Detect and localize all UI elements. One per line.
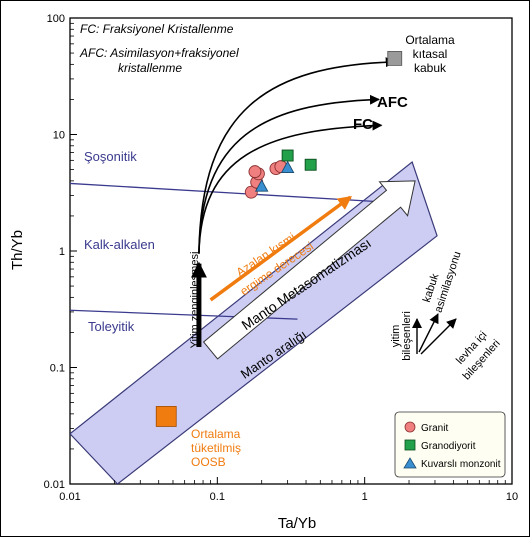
legend: Granit Granodiyorit Kuvarslı monzonit [394, 411, 506, 478]
melting-degree-arrow [209, 195, 352, 302]
component-vectors [412, 313, 457, 355]
kuvarsl-monzonit-point-1 [254, 179, 269, 192]
mantle-metasomatism-arrow [202, 180, 416, 360]
avg-crust-label-1: Ortalama [405, 33, 455, 47]
avg-oosb-label-3: OOSB [191, 455, 226, 469]
y-tick-label: 0.01 [44, 479, 65, 491]
avg-crust-marker [387, 51, 403, 66]
y-tick-label: 10 [53, 130, 65, 142]
y-tick-label: 1 [59, 246, 65, 258]
afc-trend-label: AFC [377, 94, 408, 111]
legend-marker-granodiyorit [404, 439, 416, 451]
legend-label-granodiyorit: Granodiyorit [421, 441, 476, 452]
y-tick-label: 0.1 [50, 363, 65, 375]
avg-oosb-label-1: Ortalama [191, 427, 241, 441]
avg-oosb-label-2: tüketilmiş [191, 441, 241, 455]
kuvarsl-monzonit-point-2 [280, 160, 295, 174]
y-axis-label: Th/Yb [9, 230, 26, 270]
vector-subduction-label-2: bileşenleri [401, 311, 413, 361]
afc-definition-line2: kristallenme [118, 61, 182, 75]
subduction-enrichment-label: Yitim zenginleşmesi [189, 252, 201, 349]
granit-point-4 [248, 165, 262, 179]
vector-subduction-label-1: yitim [390, 325, 402, 348]
y-tick-label: 100 [47, 13, 65, 25]
calc-alkaline-label: Kalk-alkalen [84, 237, 155, 252]
shoshonitic-label: Şoşonitik [84, 149, 137, 164]
granit-point-1 [244, 185, 258, 199]
fc-trend-arrow [198, 120, 383, 254]
crust-trend-arrow [198, 57, 396, 254]
tholeiitic-label: Toleyitik [88, 319, 135, 334]
x-tick-label: 1 [362, 491, 368, 503]
fc-trend-label: FC [353, 116, 373, 133]
x-tick-label: 0.1 [210, 491, 225, 503]
legend-marker-kuvarsli-monzonit [403, 457, 417, 469]
afc-definition-line1: AFC: Asimilasyon+fraksiyonel [79, 46, 239, 60]
x-tick-label: 10 [506, 491, 518, 503]
legend-label-granit: Granit [421, 423, 448, 434]
avg-crust-label-3: kabuk [414, 61, 447, 75]
legend-label-kuvarsli-monzonit: Kuvarslı monzonit [421, 459, 501, 470]
x-axis-label: Ta/Yb [278, 515, 316, 532]
avg-crust-label-2: kıtasal [413, 47, 448, 61]
granodiyorit-point-1 [281, 149, 294, 162]
avg-oosb-marker [155, 406, 177, 427]
x-tick-label: 0.01 [59, 491, 80, 503]
granodiyorit-point-2 [304, 158, 317, 171]
legend-marker-granit [404, 421, 416, 433]
afc-trend-arrow [198, 94, 380, 254]
fc-definition: FC: Fraksiyonel Kristallenme [80, 22, 234, 36]
